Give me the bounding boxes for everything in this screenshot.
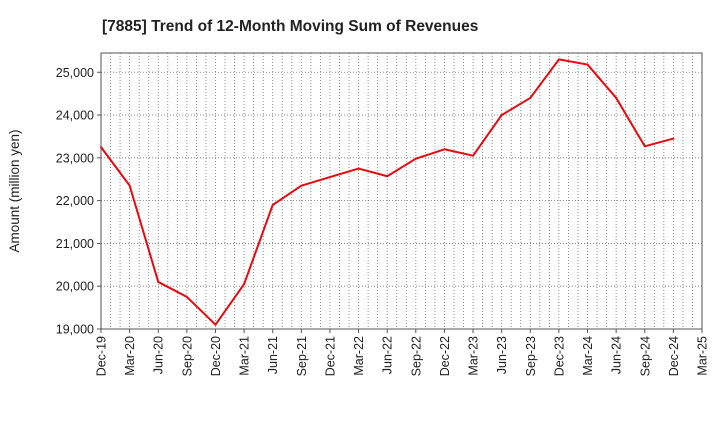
data-point xyxy=(386,175,389,178)
grid-lines xyxy=(101,53,702,330)
y-tick-label: 20,000 xyxy=(56,280,94,294)
data-point xyxy=(615,96,618,99)
x-tick-label: Dec-24 xyxy=(667,336,681,376)
data-point xyxy=(643,145,646,148)
data-point xyxy=(557,58,560,61)
x-tick-label: Mar-23 xyxy=(467,336,481,376)
x-tick-label: Jun-22 xyxy=(381,336,395,374)
x-tick-label: Jun-24 xyxy=(610,336,624,374)
data-point xyxy=(357,167,360,170)
data-point xyxy=(300,184,303,187)
data-point xyxy=(328,176,331,179)
x-tick-label: Dec-22 xyxy=(438,336,452,376)
x-tick-label: Mar-20 xyxy=(123,336,137,376)
x-tick-label: Jun-21 xyxy=(266,336,280,374)
x-tick-label: Sep-21 xyxy=(295,336,309,376)
x-tick-label: Sep-23 xyxy=(524,336,538,376)
data-point xyxy=(500,114,503,117)
chart-title: [7885] Trend of 12-Month Moving Sum of R… xyxy=(102,18,478,35)
x-tick-label: Jun-23 xyxy=(495,336,509,374)
x-tick-label: Mar-21 xyxy=(238,336,252,376)
data-point xyxy=(472,154,475,157)
y-axis-label: Amount (million yen) xyxy=(7,129,22,252)
y-tick-label: 23,000 xyxy=(56,151,94,165)
x-tick-label: Sep-20 xyxy=(180,336,194,376)
x-tick-label: Mar-25 xyxy=(696,336,710,376)
data-point xyxy=(414,157,417,160)
series-layer xyxy=(100,58,675,326)
data-point xyxy=(529,96,532,99)
x-tick-label: Mar-22 xyxy=(352,336,366,376)
data-point xyxy=(185,295,188,298)
data-point xyxy=(271,203,274,206)
x-axis-ticks: Dec-19 Mar-20 Jun-20 Sep-20 Dec-20 Mar-21 Jun-… xyxy=(95,329,710,376)
y-tick-label: 24,000 xyxy=(56,109,94,123)
x-tick-label: Dec-21 xyxy=(323,336,337,376)
y-tick-label: 25,000 xyxy=(56,66,94,80)
x-tick-label: Sep-22 xyxy=(409,336,423,376)
data-point xyxy=(243,283,246,286)
data-point xyxy=(443,148,446,151)
x-tick-label: Sep-24 xyxy=(638,336,652,376)
x-tick-label: Dec-23 xyxy=(552,336,566,376)
data-point xyxy=(672,137,675,140)
x-tick-label: Dec-19 xyxy=(95,336,109,376)
y-tick-label: 21,000 xyxy=(56,237,94,251)
x-tick-label: Mar-24 xyxy=(581,336,595,376)
data-point xyxy=(586,63,589,66)
data-point xyxy=(214,323,217,326)
y-axis-ticks: 19,000 20,000 21,000 22,000 23,000 24,000 25,0… xyxy=(56,66,101,337)
data-point xyxy=(128,184,131,187)
plot-area xyxy=(100,52,703,330)
x-tick-label: Dec-20 xyxy=(209,336,223,376)
x-tick-label: Jun-20 xyxy=(152,336,166,374)
data-point xyxy=(100,146,102,149)
data-point xyxy=(157,280,160,283)
y-tick-label: 19,000 xyxy=(56,323,94,337)
y-tick-label: 22,000 xyxy=(56,194,94,208)
